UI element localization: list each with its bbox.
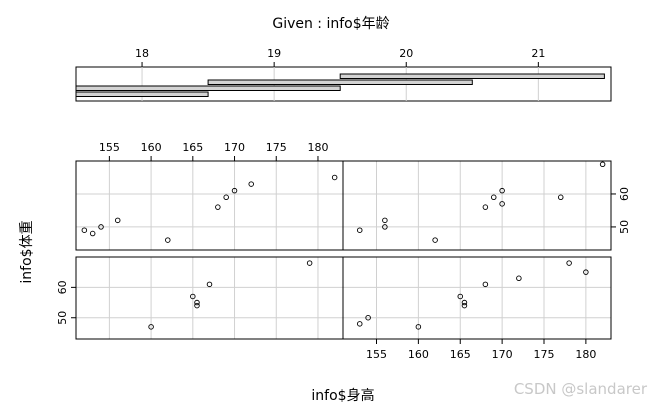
given-interval-bar — [75, 91, 209, 97]
given-tick-label: 21 — [531, 47, 545, 60]
data-point — [382, 224, 388, 230]
data-point — [491, 194, 497, 201]
data-point — [89, 230, 96, 237]
data-point — [331, 174, 338, 181]
watermark: CSDN @slandarer — [513, 380, 647, 398]
given-panel: 18 19 20 21 — [75, 47, 612, 102]
data-point — [165, 237, 171, 243]
data-point — [558, 194, 564, 201]
panel-frame — [75, 160, 344, 251]
data-point — [81, 227, 88, 233]
data-point — [306, 260, 313, 266]
x-tick-label: 160 — [141, 141, 162, 154]
data-point — [194, 299, 200, 306]
given-tick-label: 19 — [267, 47, 281, 60]
data-point — [98, 224, 104, 230]
data-point — [357, 227, 363, 233]
conditioning-panels: 155 160 165 170 175 180 155 160 165 170 175 180 50 60… — [56, 141, 631, 361]
data-point — [382, 217, 388, 224]
given-interval-bar — [207, 79, 473, 85]
x-tick-label: 155 — [99, 141, 120, 154]
data-point — [461, 299, 468, 306]
data-point — [190, 293, 196, 300]
data-point — [499, 187, 505, 194]
y-tick-label: 50 — [618, 220, 631, 234]
data-point — [516, 275, 522, 282]
x-tick-label: 165 — [182, 141, 203, 154]
y-tick-label: 50 — [56, 311, 69, 325]
x-tick-label: 165 — [450, 348, 471, 361]
given-tick-label: 20 — [399, 47, 413, 60]
given-interval-bar — [75, 85, 341, 91]
data-point — [223, 194, 229, 201]
panel-frame — [342, 160, 612, 251]
y-axis-label: info$体重 — [19, 220, 35, 283]
x-tick-label: 170 — [224, 141, 245, 154]
data-point — [482, 204, 489, 210]
data-point — [432, 237, 438, 243]
data-point — [148, 324, 154, 330]
data-point — [206, 281, 213, 288]
y-tick-label: 60 — [56, 280, 69, 294]
panel-frame — [342, 256, 612, 340]
data-point — [499, 201, 505, 207]
x-tick-label: 170 — [492, 348, 513, 361]
given-frame — [75, 66, 612, 102]
data-point — [357, 321, 363, 327]
data-point — [482, 281, 489, 288]
x-tick-label: 175 — [534, 348, 555, 361]
data-point — [457, 293, 464, 300]
data-point — [215, 204, 221, 210]
data-point — [566, 260, 572, 266]
x-tick-label: 155 — [366, 348, 387, 361]
given-title: Given : info$年龄 — [272, 16, 389, 32]
data-point — [365, 314, 371, 321]
x-tick-label: 160 — [408, 348, 429, 361]
x-tick-label: 180 — [575, 348, 596, 361]
given-interval-bar — [339, 73, 605, 79]
data-point — [599, 161, 606, 168]
given-tick-label: 18 — [135, 47, 149, 60]
panel-frame — [75, 256, 344, 340]
data-point — [231, 187, 238, 194]
data-point — [194, 302, 200, 309]
data-point — [248, 181, 254, 187]
data-point — [461, 302, 468, 309]
data-point — [583, 269, 589, 275]
data-point — [415, 324, 422, 330]
x-axis-label: info$身高 — [311, 387, 374, 404]
data-point — [114, 217, 121, 224]
y-tick-label: 60 — [618, 187, 631, 201]
x-tick-label: 180 — [307, 141, 328, 154]
x-tick-label: 175 — [266, 141, 287, 154]
